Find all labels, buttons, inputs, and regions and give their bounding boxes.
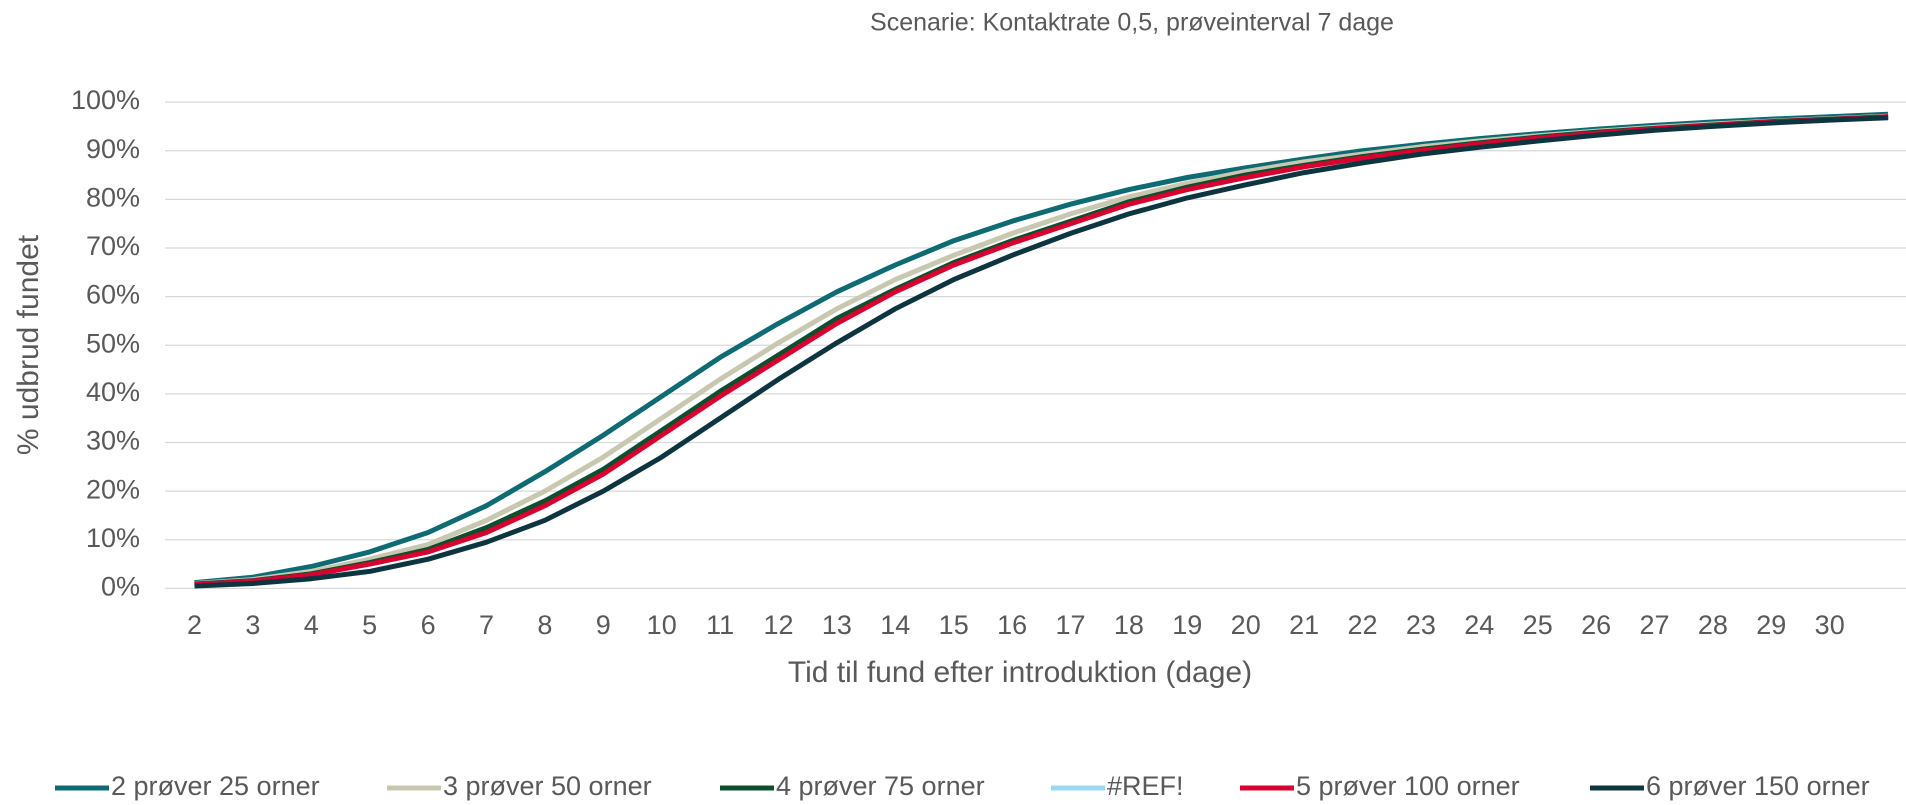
x-tick-label: 30 (1815, 610, 1845, 640)
x-tick-label: 14 (880, 610, 910, 640)
y-tick-label: 70% (86, 231, 140, 261)
y-tick-label: 40% (86, 377, 140, 407)
y-axis-label: % udbrud fundet (12, 234, 45, 455)
x-tick-label: 12 (763, 610, 793, 640)
x-tick-label: 23 (1406, 610, 1436, 640)
x-tick-label: 10 (647, 610, 677, 640)
series-line (194, 114, 1889, 587)
chart-title: Scenarie: Kontaktrate 0,5, prøveinterval… (870, 9, 1394, 37)
series-line (194, 114, 1889, 587)
x-tick-label: 21 (1289, 610, 1319, 640)
legend-label: 6 prøver 150 orner (1646, 771, 1870, 801)
y-tick-label: 80% (86, 182, 140, 212)
x-tick-label: 2 (187, 610, 202, 640)
x-axis-label: Tid til fund efter introduktion (dage) (788, 656, 1252, 689)
x-tick-label: 8 (537, 610, 552, 640)
series-line (194, 111, 1889, 586)
y-tick-label: 0% (101, 572, 140, 602)
legend-label: 5 prøver 100 orner (1296, 771, 1520, 801)
y-tick-label: 90% (86, 134, 140, 164)
x-tick-label: 6 (421, 610, 436, 640)
x-tick-label: 4 (304, 610, 319, 640)
x-tick-label: 17 (1055, 610, 1085, 640)
y-tick-label: 30% (86, 426, 140, 456)
y-tick-label: 20% (86, 474, 140, 504)
y-tick-label: 60% (86, 280, 140, 310)
x-tick-label: 19 (1172, 610, 1202, 640)
x-tick-label: 7 (479, 610, 494, 640)
x-tick-label: 25 (1523, 610, 1553, 640)
legend-label: 2 prøver 25 orner (111, 771, 320, 801)
x-tick-label: 28 (1698, 610, 1728, 640)
y-tick-label: 10% (86, 523, 140, 553)
legend-label: 4 prøver 75 orner (776, 771, 985, 801)
x-tick-label: 9 (596, 610, 611, 640)
x-tick-label: 27 (1639, 610, 1669, 640)
series-line (194, 115, 1889, 589)
x-tick-label: 22 (1347, 610, 1377, 640)
x-tick-label: 11 (706, 610, 734, 640)
x-tick-label: 3 (245, 610, 260, 640)
y-tick-label: 50% (86, 328, 140, 358)
x-tick-label: 20 (1231, 610, 1261, 640)
legend-label: #REF! (1107, 771, 1184, 801)
y-tick-label: 100% (71, 85, 140, 115)
legend-label: 3 prøver 50 orner (443, 771, 652, 801)
x-tick-label: 15 (939, 610, 969, 640)
x-tick-label: 13 (822, 610, 852, 640)
series-line (194, 113, 1889, 586)
x-tick-label: 26 (1581, 610, 1611, 640)
x-tick-label: 24 (1464, 610, 1494, 640)
x-tick-label: 29 (1756, 610, 1786, 640)
x-tick-label: 18 (1114, 610, 1144, 640)
x-tick-label: 16 (997, 610, 1027, 640)
x-tick-label: 5 (362, 610, 377, 640)
